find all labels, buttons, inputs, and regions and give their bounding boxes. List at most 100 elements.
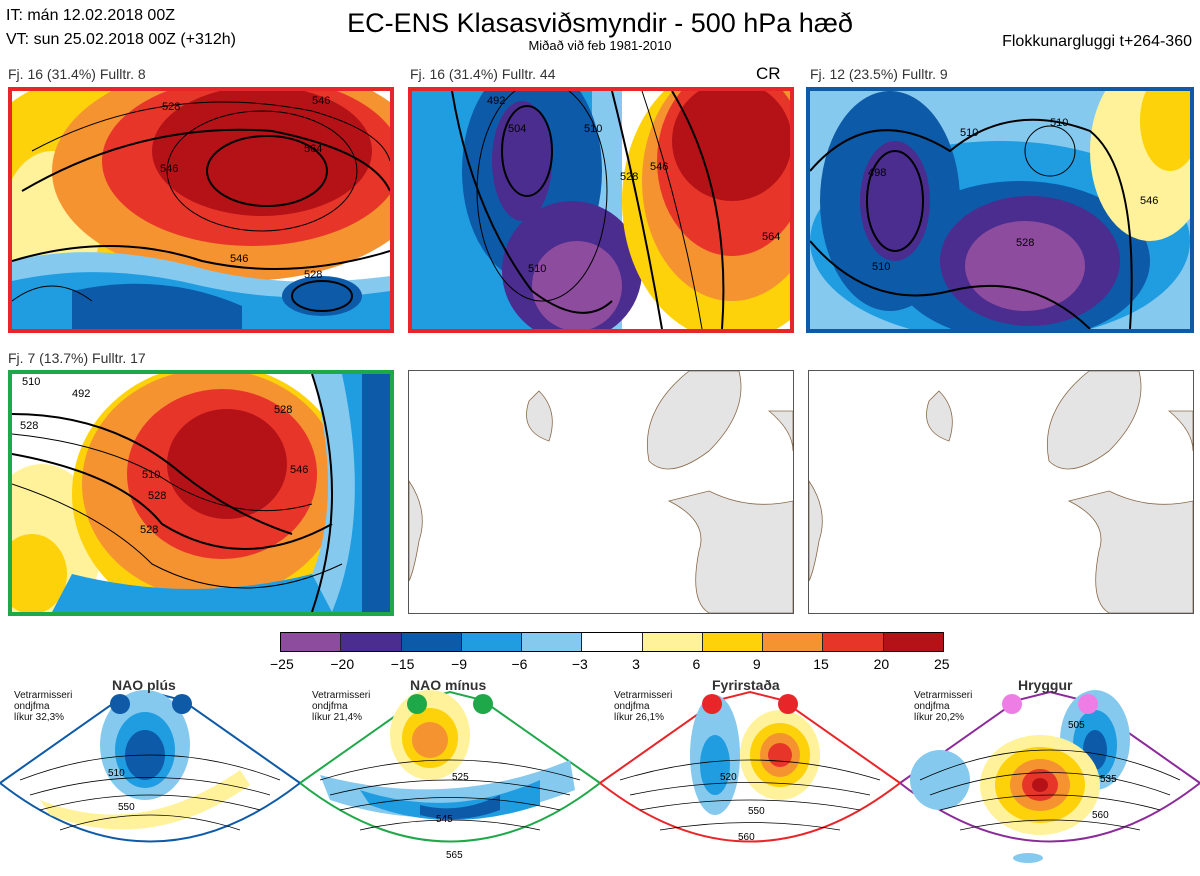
contour-label: 498 [868, 167, 887, 179]
contour-label: 510 [142, 469, 161, 481]
regime-ridge: Hryggur Vetrarmisseri ondjfma líkur 20,2… [898, 677, 1200, 871]
regime-note: Vetrarmisseri ondjfma líkur 32,3% [14, 690, 72, 723]
colorbar-tick-label: −9 [451, 656, 468, 672]
page-title: EC-ENS Klasasviðsmyndir - 500 hPa hæð [347, 8, 853, 38]
regime-note-line: ondjfma [14, 701, 50, 712]
contour-label: 525 [452, 772, 469, 783]
contour-label: 546 [230, 253, 249, 265]
colorbar-swatch [642, 633, 703, 651]
contour-label: 504 [508, 123, 527, 135]
regime-note-line: ondjfma [614, 701, 650, 712]
regime-note: Vetrarmisseri ondjfma líkur 20,2% [914, 690, 972, 723]
contour-label: 510 [108, 768, 125, 779]
colorbar-tick-label: −15 [390, 656, 415, 672]
contour-label: 546 [312, 95, 331, 107]
regime-note-line: ondjfma [914, 701, 950, 712]
cluster-map-1: 528 546 564 546 528 546 [8, 87, 394, 333]
contour-label: 550 [748, 806, 765, 817]
contour-label: 565 [446, 850, 463, 861]
colorbar-tick-label: 9 [752, 656, 761, 672]
regime-probability: líkur 20,2% [914, 712, 965, 723]
colorbar-tick-label: 6 [692, 656, 701, 672]
contour-label: 564 [762, 231, 781, 243]
regime-probability: líkur 32,3% [14, 712, 65, 723]
contour-label: 510 [872, 261, 891, 273]
page-subtitle: Miðað við feb 1981-2010 [528, 38, 672, 53]
regime-nao-plus: NAO plús Vetrarmisseri ondjfma líkur 32,… [0, 677, 302, 871]
contour-label: 546 [290, 464, 309, 476]
panel-2-label: Fj. 16 (31.4%) Fulltr. 44 [410, 66, 556, 82]
contour-label: 528 [148, 490, 167, 502]
cluster-map-3: 510 510 498 510 528 546 [806, 87, 1194, 333]
contour-label: 528 [274, 404, 293, 416]
contour-label: 528 [620, 171, 639, 183]
regime-note-line: ondjfma [312, 701, 348, 712]
contour-label: 550 [118, 802, 135, 813]
contour-label: 528 [162, 101, 181, 113]
colorbar-tick-label: −25 [270, 656, 294, 672]
contour-label: 535 [1100, 774, 1117, 785]
regime-probability: líkur 26,1% [614, 712, 665, 723]
contour-label: 528 [20, 420, 39, 432]
regime-note-line: Vetrarmisseri [614, 690, 673, 701]
regime-name: Hryggur [1018, 677, 1073, 693]
regime-note: Vetrarmisseri ondjfma líkur 26,1% [614, 690, 672, 723]
colorbar-swatch [883, 633, 943, 651]
contour-label: 528 [140, 524, 159, 536]
colorbar-swatch [401, 633, 462, 651]
contour-label: 510 [584, 123, 603, 135]
colorbar-tick-label: 20 [873, 656, 890, 672]
empty-map-1 [408, 370, 794, 614]
colorbar-tick-label: −6 [511, 656, 528, 672]
regime-note-line: Vetrarmisseri [914, 690, 973, 701]
regime-name: NAO mínus [410, 677, 487, 693]
contour-label: 564 [304, 143, 323, 155]
colorbar-swatch [763, 633, 824, 651]
colorbar-swatch [823, 633, 884, 651]
contour-label: 546 [160, 163, 179, 175]
regime-name: Fyrirstaða [712, 677, 780, 693]
contour-label: 528 [304, 269, 323, 281]
contour-label: 560 [1092, 810, 1109, 821]
colorbar-swatch [702, 633, 764, 651]
panel-1-label: Fj. 16 (31.4%) Fulltr. 8 [8, 66, 146, 82]
empty-map-2 [808, 370, 1194, 614]
contour-label: 510 [528, 263, 547, 275]
regime-name: NAO plús [112, 677, 176, 693]
cluster-map-2: 492 504 510 528 546 510 564 [408, 87, 794, 333]
regime-nao-minus: NAO mínus Vetrarmisseri ondjfma líkur 21… [298, 677, 602, 871]
initial-time: IT: mán 12.02.2018 00Z [6, 7, 175, 24]
colorbar-tick-label: 15 [813, 656, 829, 672]
contour-label: 546 [1140, 195, 1159, 207]
contour-label: 505 [1068, 720, 1085, 731]
colorbar-swatch [341, 633, 402, 651]
classification-window: Flokkunargluggi t+264-360 [1002, 33, 1192, 50]
regime-note-line: Vetrarmisseri [14, 690, 73, 701]
panel-4-label: Fj. 7 (13.7%) Fulltr. 17 [8, 350, 146, 366]
panel-3-label: Fj. 12 (23.5%) Fulltr. 9 [810, 66, 948, 82]
cluster-map-4: 510 492 528 528 510 528 546 528 [8, 370, 394, 616]
contour-label: 510 [22, 376, 41, 388]
colorbar-tick-label: 3 [632, 656, 640, 672]
contour-label: 492 [487, 95, 506, 107]
colorbar-swatch [281, 633, 342, 651]
colorbar-swatch [461, 633, 523, 651]
colorbar-tick-label: 25 [934, 656, 950, 672]
regime-note-line: Vetrarmisseri [312, 690, 371, 701]
contour-label: 510 [1050, 117, 1069, 129]
colorbar-swatch [522, 633, 583, 651]
contour-label: 492 [72, 388, 91, 400]
contour-label: 546 [650, 161, 669, 173]
colorbar-tick-label: −20 [330, 656, 355, 672]
valid-time: VT: sun 25.02.2018 00Z (+312h) [6, 31, 236, 48]
contour-label: 510 [960, 127, 979, 139]
regime-blocking: Fyrirstaða Vetrarmisseri ondjfma líkur 2… [598, 677, 902, 871]
contour-label: 560 [738, 832, 755, 843]
colorbar-tick-label: −3 [571, 656, 588, 672]
colorbar [280, 632, 944, 652]
regime-note: Vetrarmisseri ondjfma líkur 21,4% [312, 690, 370, 723]
colorbar-swatch [582, 633, 643, 651]
contour-label: 528 [1016, 237, 1035, 249]
contour-label: 545 [436, 814, 453, 825]
regime-probability: líkur 21,4% [312, 712, 363, 723]
